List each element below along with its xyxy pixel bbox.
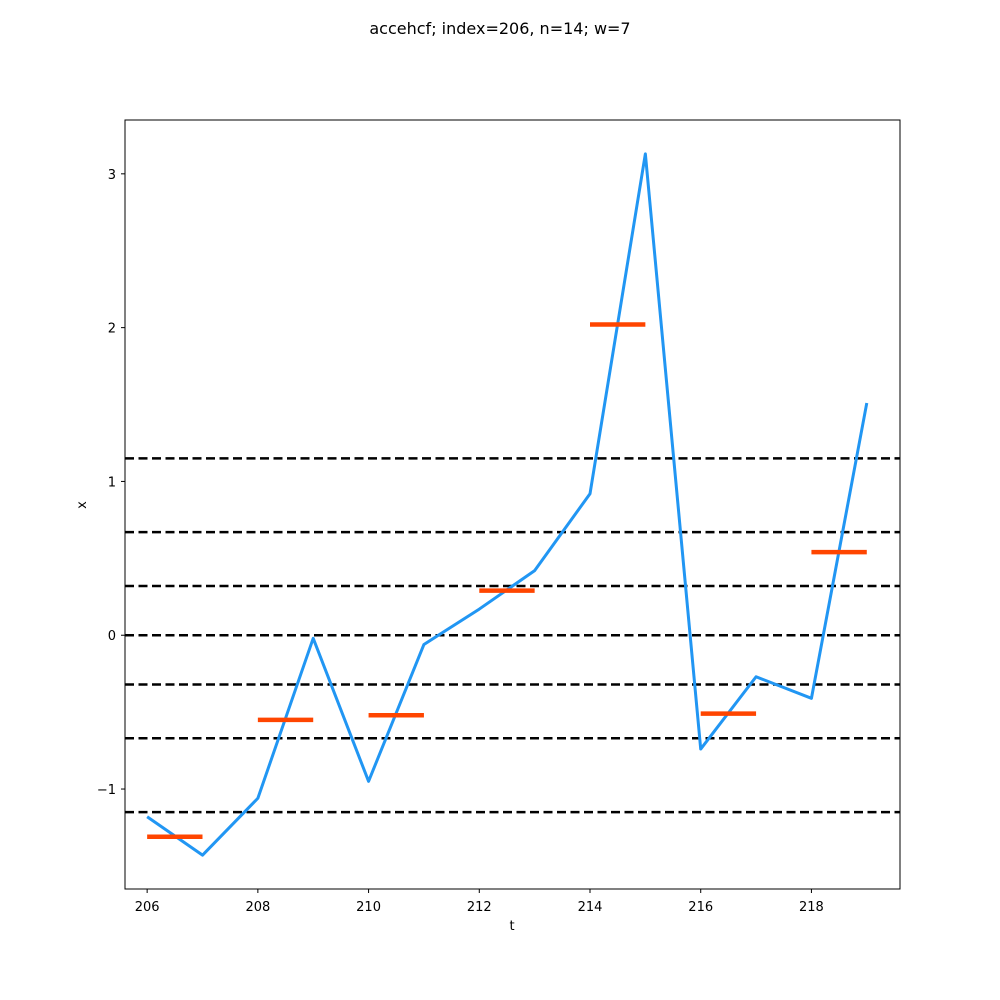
- x-tick-label: 212: [467, 900, 492, 915]
- y-tick-label: 3: [108, 168, 116, 183]
- x-tick-label: 216: [688, 900, 713, 915]
- y-tick-label: 1: [108, 475, 116, 490]
- y-tick-label: 2: [108, 322, 116, 337]
- y-tick-label: 0: [108, 629, 116, 644]
- x-axis-label: t: [509, 919, 514, 934]
- x-tick-label: 214: [578, 900, 603, 915]
- plot-frame: [124, 119, 901, 890]
- x-tick-label: 208: [245, 900, 270, 915]
- x-tick-label: 206: [135, 900, 160, 915]
- x-axis: 206 208 210 212 214 216 218: [135, 889, 824, 915]
- y-axis-label: x: [75, 501, 90, 509]
- x-tick-label: 210: [356, 900, 381, 915]
- chart-title: accehcf; index=206, n=14; w=7: [369, 19, 630, 38]
- x-tick-label: 218: [799, 900, 824, 915]
- plot-area: [125, 152, 900, 857]
- y-tick-label: −1: [97, 783, 116, 798]
- y-axis: −1 0 1 2 3: [97, 168, 125, 798]
